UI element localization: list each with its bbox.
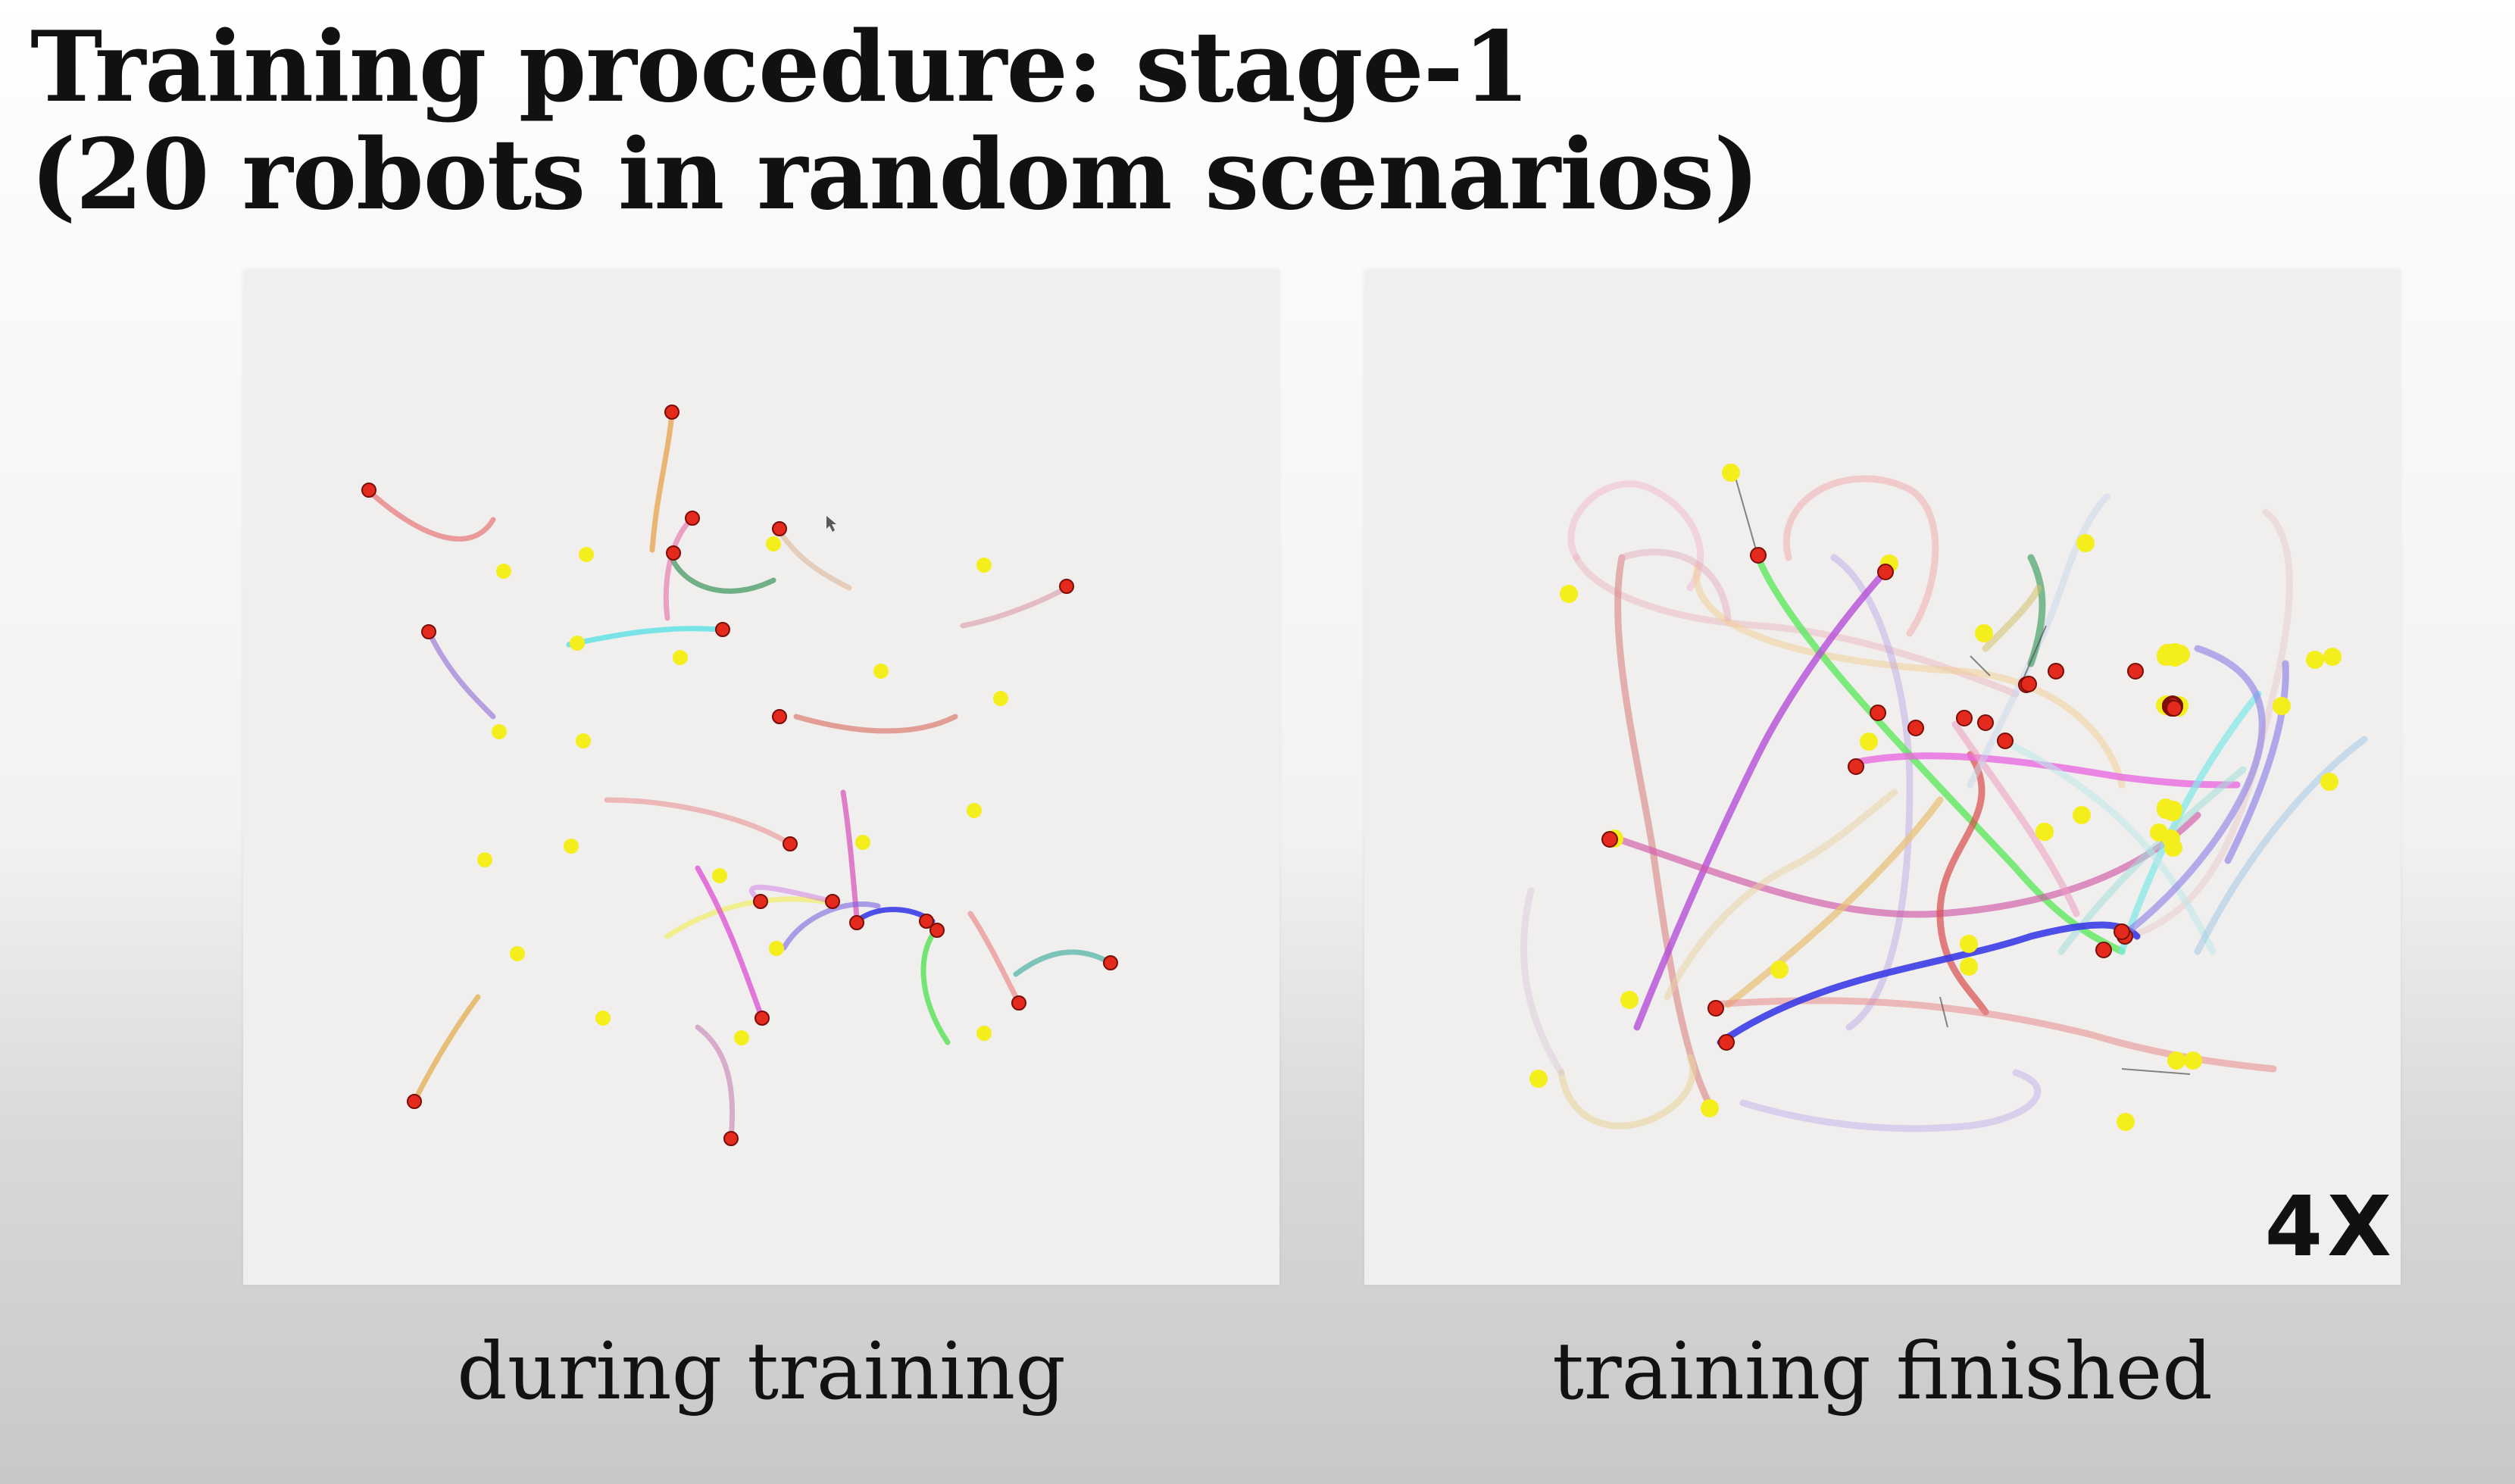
robot-markers <box>361 405 1118 1146</box>
simulation-canvas-during-training <box>361 405 1118 1146</box>
robot-markers <box>1601 547 2183 1051</box>
simulation-canvas-training-finished <box>1520 464 2368 1133</box>
simulation-panel-during-training <box>243 270 1279 1285</box>
slide-title: Training procedure: stage-1 (20 robots i… <box>30 11 1760 232</box>
speed-badge: 4X <box>2264 1178 2396 1275</box>
goal-markers-field <box>1529 645 2338 1131</box>
slide-title-line-2: (20 robots in random scenarios) <box>30 118 1760 232</box>
trajectory-layer <box>1520 475 2368 1133</box>
caption-training-finished: training finished <box>1552 1325 2213 1417</box>
mouse-cursor-icon <box>826 516 836 532</box>
caption-during-training: during training <box>457 1325 1066 1417</box>
goal-markers <box>477 536 1008 1045</box>
slide-title-line-1: Training procedure: stage-1 <box>30 11 1530 124</box>
heading-lines <box>1732 469 2191 1075</box>
simulation-panel-training-finished: 4X <box>1364 270 2401 1285</box>
trajectory-layer <box>367 411 1114 1142</box>
